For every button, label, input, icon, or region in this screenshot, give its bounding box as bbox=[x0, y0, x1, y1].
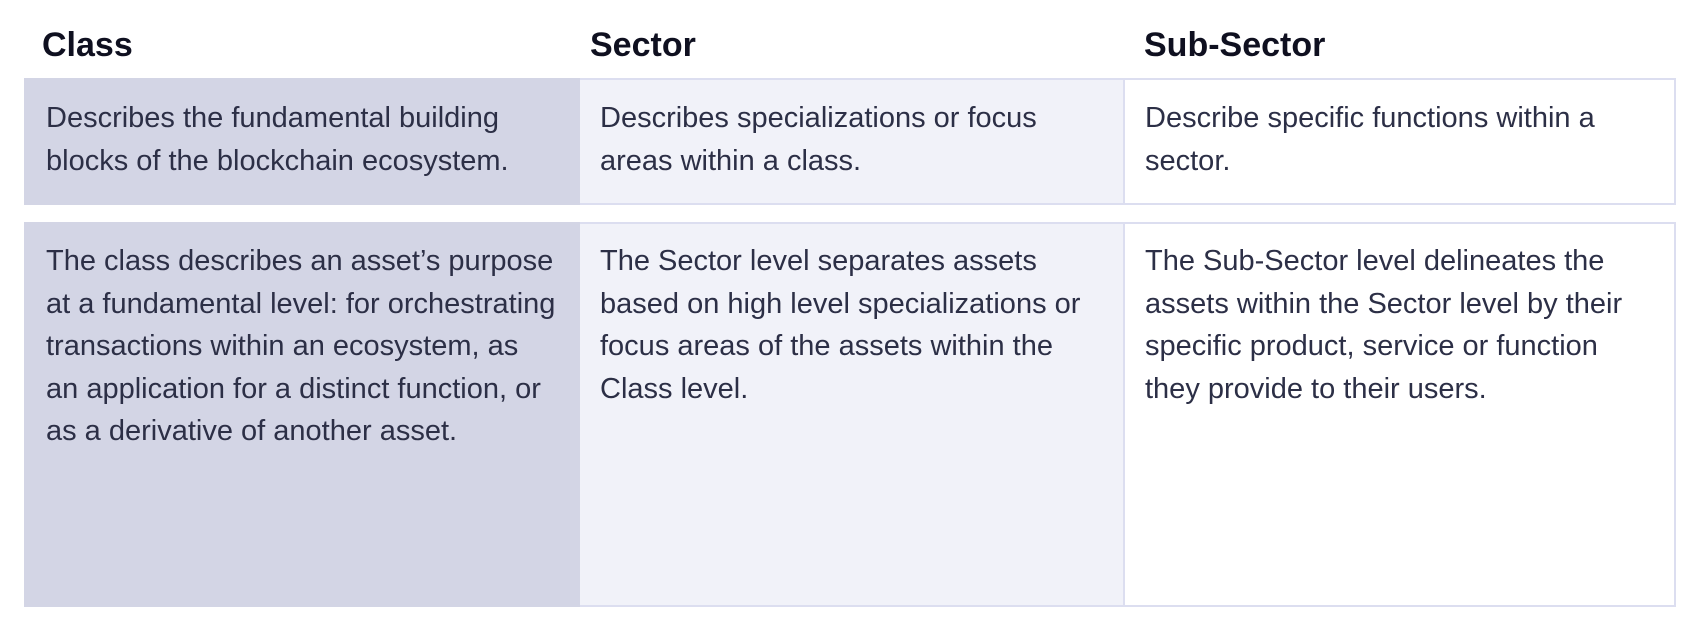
cell-sub-sector-description: The Sub-Sector level delineates the asse… bbox=[1125, 222, 1676, 607]
table-row: Describes the fundamental building block… bbox=[24, 78, 1676, 205]
table-header: Class Sector Sub-Sector bbox=[24, 20, 1676, 76]
cell-sector-definition: Describes specializations or focus areas… bbox=[580, 78, 1125, 205]
cell-class-definition: Describes the fundamental building block… bbox=[24, 78, 580, 205]
header-sector: Sector bbox=[590, 26, 696, 64]
table-row: The class describes an asset’s purpose a… bbox=[24, 222, 1676, 607]
cell-class-description: The class describes an asset’s purpose a… bbox=[24, 222, 580, 607]
header-sub-sector: Sub-Sector bbox=[1144, 26, 1326, 64]
cell-sub-sector-definition: Describe specific functions within a sec… bbox=[1125, 78, 1676, 205]
cell-sector-description: The Sector level separates assets based … bbox=[580, 222, 1125, 607]
header-class: Class bbox=[42, 26, 133, 64]
